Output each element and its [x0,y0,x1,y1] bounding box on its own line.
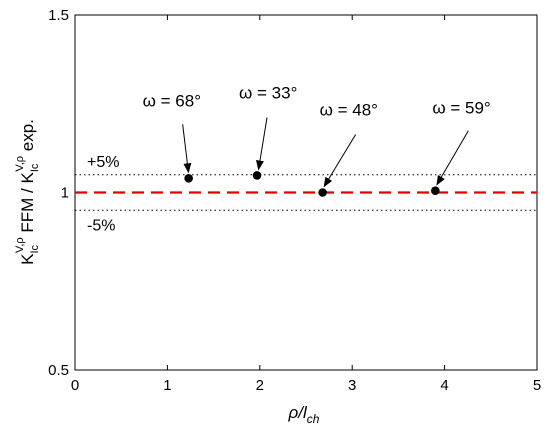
y-tick-label: 0.5 [48,362,69,379]
x-tick-label: 0 [71,377,79,394]
annotation-arrow [256,117,268,171]
y-axis-label: KIcV,ρ FFM / KIcV,ρ exp. [14,119,41,265]
y-tick-label: 1.5 [48,7,69,24]
x-tick-label: 3 [348,377,356,394]
annotation-label: ω = 59° [432,99,490,118]
x-tick-label: 1 [163,377,171,394]
annotation-arrow [436,130,469,186]
x-tick-label: 5 [533,377,541,394]
data-point [184,174,193,183]
annotation-arrow [182,124,192,174]
band-label: -5% [87,217,115,234]
x-tick-label: 4 [440,377,448,394]
annotation-label: ω = 68° [143,91,201,110]
x-axis-label: ρ/lch [288,403,320,426]
annotation-label: ω = 48° [320,101,378,120]
data-point [252,171,262,180]
y-tick-label: 1 [61,185,69,202]
data-point [431,186,440,196]
annotation-label: ω = 33° [239,83,297,102]
x-tick-label: 2 [256,377,264,394]
annotation-arrow [323,134,357,188]
data-point [318,188,327,197]
band-label: +5% [87,154,119,171]
